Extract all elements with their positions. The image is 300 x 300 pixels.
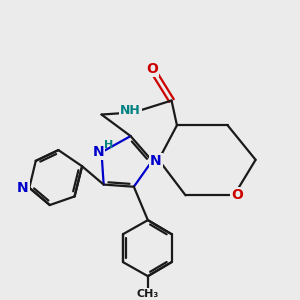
Text: NH: NH [120,104,141,117]
Text: O: O [146,62,158,76]
Text: O: O [231,188,243,202]
Text: H: H [104,140,113,150]
Text: CH₃: CH₃ [137,289,159,299]
Text: N: N [92,145,104,159]
Text: N: N [17,181,29,195]
Text: N: N [150,154,162,168]
